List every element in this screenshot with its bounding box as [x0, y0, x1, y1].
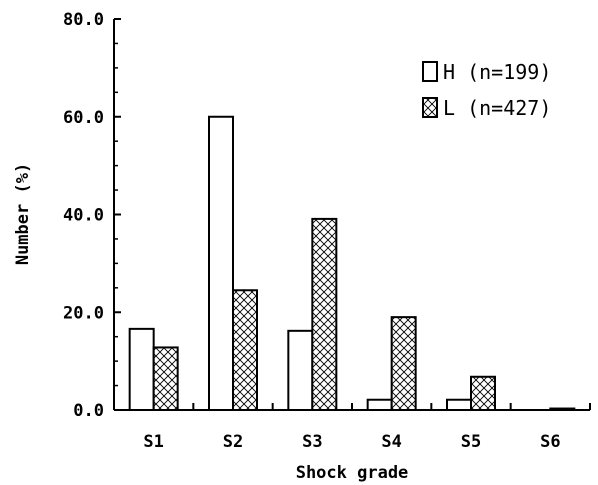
y-tick-label: 20.0 [63, 303, 104, 323]
x-tick-label: S6 [540, 432, 560, 452]
x-tick-label: S2 [223, 432, 243, 452]
bar-h-s4 [366, 398, 393, 411]
y-axis-title: Number (%) [13, 163, 33, 265]
bar-l-s2 [232, 289, 258, 412]
y-tick-label: 80.0 [63, 10, 104, 30]
bar-h-s5 [446, 398, 472, 411]
x-tick-label: S3 [302, 432, 322, 452]
x-axis-title: Shock grade [296, 463, 409, 483]
legend-label-h: H (n=199) [443, 60, 551, 84]
x-tick-label: S4 [381, 432, 401, 452]
y-tick-label: 0.0 [73, 401, 104, 421]
x-tick-label: S5 [461, 432, 481, 452]
y-tick-label: 60.0 [63, 108, 104, 128]
bar-l-s6 [549, 407, 576, 412]
legend-swatch-h [422, 61, 438, 82]
bar-l-s5 [470, 375, 496, 412]
legend-swatch-l [422, 97, 438, 118]
legend-label-l: L (n=427) [443, 96, 551, 120]
bar-l-s1 [152, 346, 179, 412]
x-tick-label: S1 [143, 432, 163, 452]
bar-l-s3 [311, 217, 338, 411]
bar-h-s2 [208, 115, 234, 411]
legend: H (n=199) L (n=427) [422, 60, 551, 120]
bar-h-s3 [287, 329, 314, 412]
bar-h-s1 [128, 327, 155, 411]
bar-l-s4 [390, 316, 417, 412]
y-tick-label: 40.0 [63, 206, 104, 226]
